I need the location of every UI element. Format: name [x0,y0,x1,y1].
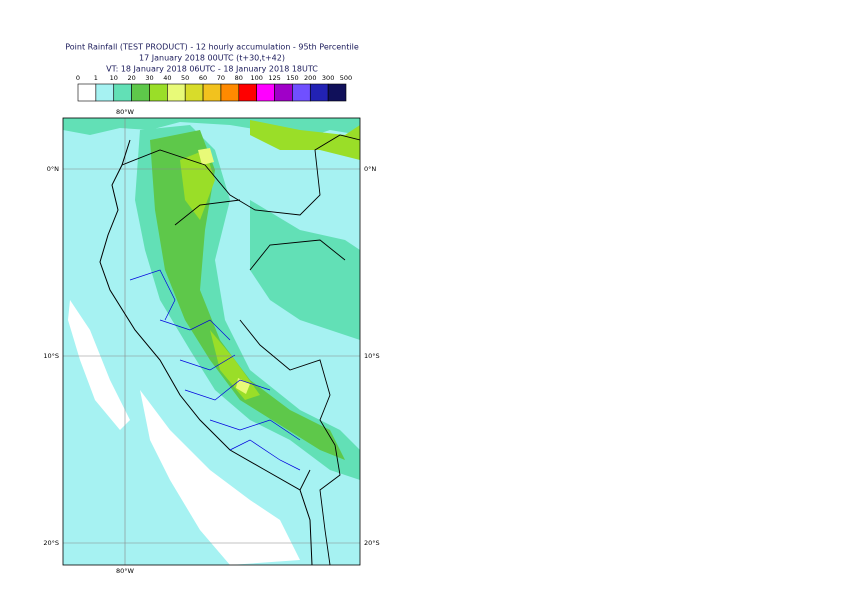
colorbar-label: 70 [217,74,225,82]
colorbar-box [274,83,293,102]
colorbar-box [256,83,275,102]
colorbar-label: 1 [94,74,98,82]
region-border [129,269,301,471]
colorbar: 0 1 10 20 30 40 50 60 70 80 100 125 150 200 300 500 [76,74,352,102]
colorbar-box [184,83,204,102]
colorbar-box [95,83,115,102]
colorbar-label: 10 [110,74,118,82]
dry-area [140,390,300,565]
colorbar-label: 150 [286,74,298,82]
map-frame [62,117,361,566]
colorbar-box [149,83,168,102]
colorbar-box [77,83,97,102]
colorbar-box [292,83,311,102]
lon-label: 80°W [116,567,135,575]
colorbar-box [131,83,150,102]
colorbar-box [220,83,240,102]
lat-label: 20°S [364,539,380,547]
title: Point Rainfall (TEST PRODUCT) - 12 hourl… [65,43,359,52]
lat-label: 0°N [47,165,59,173]
colorbar-box [327,83,347,102]
rain-area [180,120,360,400]
colorbar-label: 300 [322,74,334,82]
country-border [121,134,360,565]
rain-area [250,200,360,340]
colorbar-box [309,83,329,102]
colorbar-box [238,83,257,102]
colorbar-box [167,83,186,102]
colorbar-label: 100 [250,74,262,82]
valid-time: VT: 18 January 2018 06UTC - 18 January 2… [106,65,318,74]
colorbar-box [202,83,222,102]
colorbar-label: 0 [76,74,80,82]
graticule [63,118,360,565]
lat-label: 10°S [43,352,59,360]
dry-area [68,300,130,430]
colorbar-label: 60 [199,74,207,82]
coastline [99,139,313,565]
lat-label: 0°N [364,165,376,173]
lon-label: 80°W [116,108,135,116]
colorbar-label: 50 [181,74,189,82]
colorbar-label: 500 [340,74,352,82]
colorbar-label: 20 [127,74,135,82]
colorbar-box [113,83,132,102]
lat-label: 20°S [43,539,59,547]
colorbar-label: 125 [268,74,280,82]
lat-label: 10°S [364,352,380,360]
lat-labels: 0°N 0°N 10°S 10°S 20°S 20°S [43,165,379,547]
colorbar-label: 40 [163,74,171,82]
colorbar-label: 80 [235,74,243,82]
colorbar-label: 200 [304,74,316,82]
subtitle: 17 January 2018 00UTC (t+30,t+42) [139,54,285,63]
map [63,118,360,565]
colorbar-label: 30 [145,74,153,82]
